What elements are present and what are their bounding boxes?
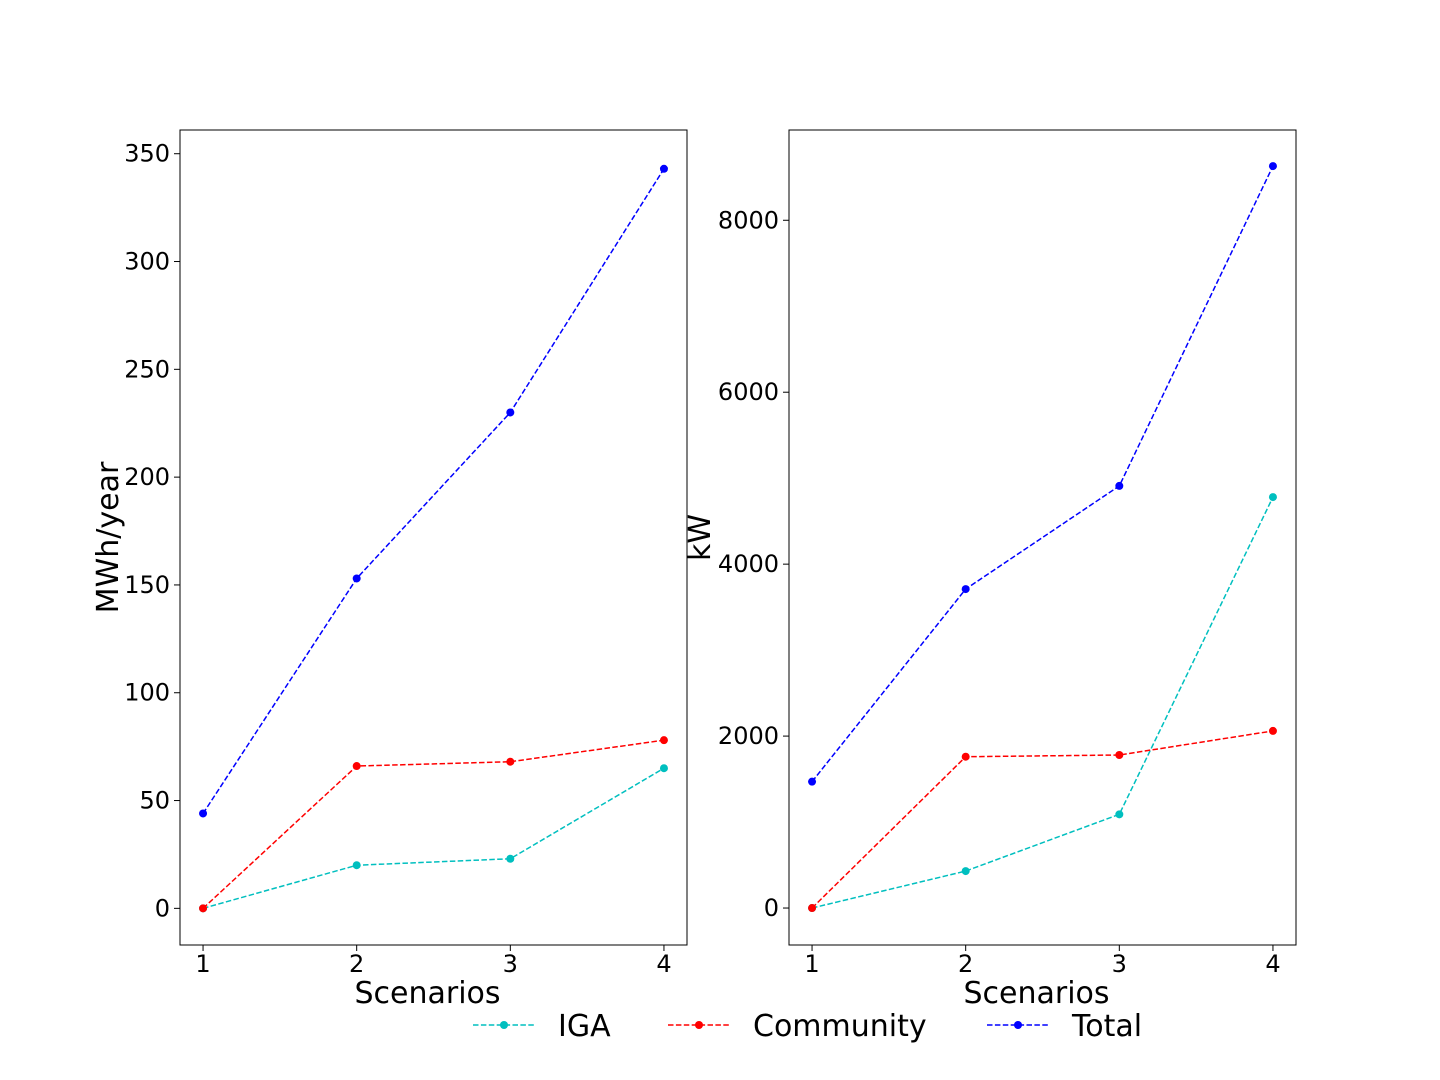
y-tick-label: 250 xyxy=(124,355,170,383)
legend-marker xyxy=(500,1021,508,1029)
plot-frame xyxy=(788,129,1297,946)
y-tick-label: 200 xyxy=(124,463,170,491)
x-tick-label: 2 xyxy=(349,950,364,978)
series-total-point xyxy=(199,809,208,818)
y-axis-label: MWh/year xyxy=(91,461,126,613)
y-tick-label: 350 xyxy=(124,140,170,168)
series-iga-point xyxy=(1268,493,1277,502)
series-total-point xyxy=(506,408,515,417)
series-iga-point xyxy=(961,867,970,876)
left-chart-energy: 1 2 3 4 0 50 100 150 200 250 300 350 Scenarios MWh/ye… xyxy=(91,129,688,1011)
series-total-line xyxy=(202,168,665,814)
x-tick-label: 4 xyxy=(1265,950,1280,978)
series-total-line xyxy=(811,165,1274,783)
series-community-point xyxy=(659,736,668,745)
legend-item-total: Total xyxy=(987,1009,1142,1044)
series-community-point xyxy=(506,757,515,766)
y-tick-label: 2000 xyxy=(718,722,779,750)
series-community-point xyxy=(199,904,208,913)
x-tick-label: 3 xyxy=(1112,950,1127,978)
legend-label: Total xyxy=(1071,1009,1142,1044)
y-tick-label: 50 xyxy=(139,787,170,815)
series-community-point xyxy=(352,762,361,771)
series-community-line xyxy=(811,730,1274,909)
legend-label: Community xyxy=(753,1009,927,1044)
series-iga-point xyxy=(506,854,515,863)
series-total-point xyxy=(1268,162,1277,171)
series-total-point xyxy=(961,585,970,594)
x-tick-label: 2 xyxy=(958,950,973,978)
y-tick-label: 0 xyxy=(155,894,170,922)
series-community-point xyxy=(808,904,817,913)
x-axis-label: Scenarios xyxy=(963,976,1109,1011)
y-tick-label: 300 xyxy=(124,248,170,276)
right-chart-power: 1 2 3 4 0 2000 4000 6000 8000 Scenarios kW xyxy=(683,129,1297,1011)
series-iga-point xyxy=(352,861,361,870)
series-community-line xyxy=(202,739,665,909)
series-total-point xyxy=(352,574,361,583)
x-tick-label: 3 xyxy=(503,950,518,978)
y-tick-label: 6000 xyxy=(718,378,779,406)
y-tick-label: 150 xyxy=(124,571,170,599)
y-tick-label: 4000 xyxy=(718,550,779,578)
series-total-point xyxy=(1115,481,1124,490)
x-axis-label: Scenarios xyxy=(354,976,500,1011)
series-iga-line xyxy=(202,767,665,910)
legend-item-iga: IGA xyxy=(473,1009,611,1044)
x-tick-label: 1 xyxy=(804,950,819,978)
y-tick-label: 100 xyxy=(124,679,170,707)
legend-marker xyxy=(1014,1021,1022,1029)
legend-marker xyxy=(695,1021,703,1029)
series-community-point xyxy=(1268,726,1277,735)
legend-label: IGA xyxy=(558,1009,611,1044)
x-tick-label: 1 xyxy=(195,950,210,978)
series-total-point xyxy=(808,777,817,786)
legend-item-community: Community xyxy=(668,1009,927,1044)
series-community-point xyxy=(1115,751,1124,760)
y-tick-label: 8000 xyxy=(718,206,779,234)
y-axis-label: kW xyxy=(683,514,718,561)
x-tick-label: 4 xyxy=(656,950,671,978)
y-tick-label: 0 xyxy=(764,894,779,922)
series-iga-point xyxy=(1115,810,1124,819)
series-total-point xyxy=(659,164,668,173)
plot-frame xyxy=(179,129,688,946)
series-iga-point xyxy=(659,764,668,773)
series-iga-line xyxy=(811,496,1274,909)
legend: IGA Community Total xyxy=(473,1009,1142,1044)
series-community-point xyxy=(961,752,970,761)
